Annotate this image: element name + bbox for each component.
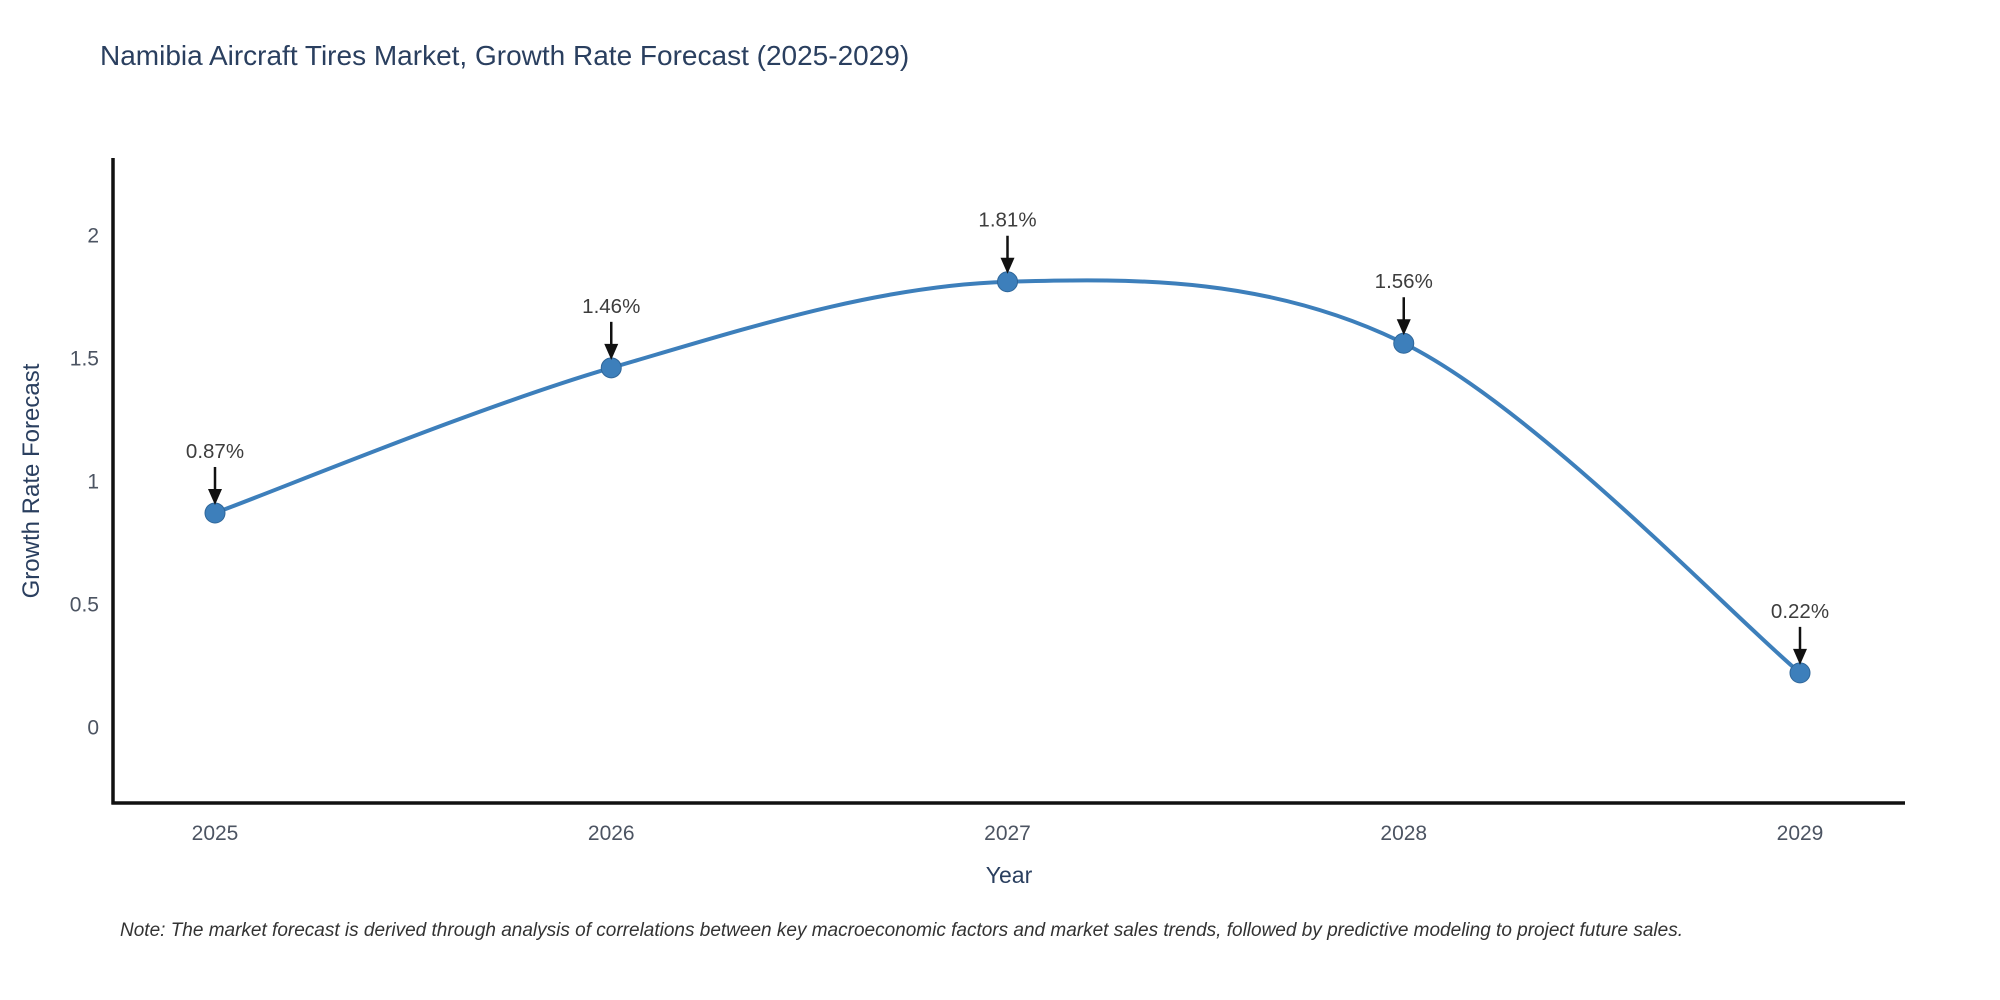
chart-title: Namibia Aircraft Tires Market, Growth Ra…: [100, 40, 910, 71]
annotation-arrowhead-icon: [604, 343, 619, 360]
data-point-marker[interactable]: [204, 502, 226, 524]
x-tick-label: 2029: [1777, 822, 1824, 845]
data-point-label: 0.87%: [186, 440, 244, 463]
x-tick-label: 2025: [192, 822, 239, 845]
y-axis-title: Growth Rate Forecast: [18, 363, 45, 599]
x-tick-label: 2028: [1380, 822, 1427, 845]
y-tick-label: 2: [87, 224, 99, 247]
y-tick-label: 1.5: [70, 347, 99, 370]
growth-rate-line: [213, 278, 1802, 675]
y-tick-label: 1: [87, 470, 99, 493]
annotation-arrowhead-icon: [208, 488, 222, 505]
data-point-marker[interactable]: [600, 357, 622, 379]
data-point-marker[interactable]: [1789, 662, 1811, 684]
data-point-label: 0.22%: [1771, 600, 1829, 623]
footnote: Note: The market forecast is derived thr…: [120, 920, 1683, 941]
x-tick-label: 2027: [984, 822, 1031, 845]
annotation-arrowhead-icon: [1793, 648, 1807, 665]
x-tick-label: 2026: [588, 822, 635, 845]
data-point-label: 1.81%: [978, 209, 1036, 232]
y-tick-label: 0.5: [70, 593, 99, 616]
annotation-arrowhead-icon: [1000, 257, 1015, 274]
data-point-marker[interactable]: [997, 271, 1018, 293]
x-axis-title: Year: [985, 862, 1033, 888]
data-point-label: 1.56%: [1375, 270, 1433, 293]
data-point-label: 1.46%: [582, 295, 640, 318]
annotation-arrowhead-icon: [1396, 319, 1411, 336]
y-tick-label: 0: [87, 716, 99, 739]
data-point-marker[interactable]: [1393, 332, 1415, 354]
